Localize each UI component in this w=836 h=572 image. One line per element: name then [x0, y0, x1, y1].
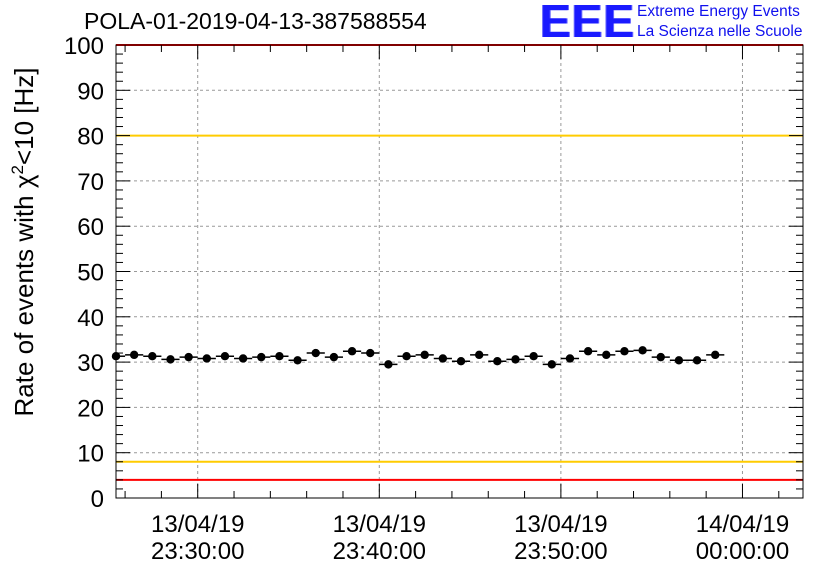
data-point [456, 356, 466, 366]
data-point [293, 356, 302, 365]
data-point [656, 352, 665, 362]
data-point [547, 360, 557, 369]
x-tick-label-time: 23:40:00 [333, 538, 426, 565]
data-point [347, 347, 357, 356]
data-points [111, 346, 725, 369]
logo-line-scienza-scuole: La Scienza nelle Scuole [637, 23, 803, 40]
data-point [111, 352, 121, 361]
data-point [238, 354, 248, 363]
x-tick-label-date: 14/04/19 [696, 511, 789, 538]
data-point [129, 350, 139, 360]
reference-lines [116, 44, 803, 481]
y-tick-label: 70 [77, 169, 104, 196]
data-point [565, 354, 575, 363]
data-point [220, 352, 230, 361]
data-point [148, 352, 157, 361]
x-tick-label-time: 23:50:00 [514, 538, 607, 565]
data-point [692, 356, 702, 365]
data-point [620, 347, 629, 356]
y-tick-label: 60 [77, 214, 104, 241]
data-point [384, 360, 393, 369]
y-tick-label: 40 [77, 305, 104, 332]
data-point [711, 350, 720, 360]
x-tick-label-time: 00:00:00 [696, 538, 789, 565]
x-tick-label-date: 13/04/19 [333, 511, 426, 538]
eee-logo: EEE Extreme Energy Events La Scienza nel… [540, 0, 830, 47]
chart-title: POLA-01-2019-04-13-387588554 [84, 8, 427, 34]
y-tick-label: 30 [77, 350, 104, 377]
y-tick-labels: 0 10 20 30 40 50 60 70 80 90 100 [64, 33, 104, 513]
data-point [329, 352, 339, 362]
data-point [602, 350, 611, 360]
data-point [674, 356, 684, 365]
x-tick-label-date: 13/04/19 [514, 511, 607, 538]
data-point [493, 356, 502, 366]
data-point [366, 348, 375, 358]
grid-lines [116, 45, 803, 498]
x-tick-label-time: 23:30:00 [151, 538, 244, 565]
data-point [166, 355, 175, 364]
y-tick-label: 90 [77, 78, 104, 105]
data-point [311, 348, 320, 358]
data-point [402, 352, 411, 361]
y-tick-label: 50 [77, 260, 104, 287]
logo-line-extreme-energy-events: Extreme Energy Events [637, 3, 800, 20]
data-point [420, 350, 429, 360]
data-point [638, 346, 647, 355]
data-point [529, 352, 538, 361]
data-point [511, 355, 520, 364]
y-tick-label: 80 [77, 124, 104, 151]
data-point [184, 352, 193, 362]
y-tick-label: 10 [77, 441, 104, 468]
y-tick-label: 100 [64, 33, 104, 60]
data-point [583, 347, 593, 356]
axis-ticks [116, 44, 803, 499]
y-axis-label: Rate of events with χ2<10 [Hz] [8, 67, 39, 416]
data-point [438, 354, 448, 363]
x-tick-labels: 13/04/1923:30:0013/04/1923:40:0013/04/19… [151, 511, 789, 565]
x-tick-label-date: 13/04/19 [151, 511, 244, 538]
data-point [202, 354, 211, 363]
y-tick-label: 0 [91, 486, 104, 513]
data-point [275, 352, 284, 361]
y-tick-label: 20 [77, 395, 104, 422]
data-point [257, 352, 266, 362]
data-point [474, 350, 484, 360]
eee-logo-mark: EEE [540, 0, 636, 47]
